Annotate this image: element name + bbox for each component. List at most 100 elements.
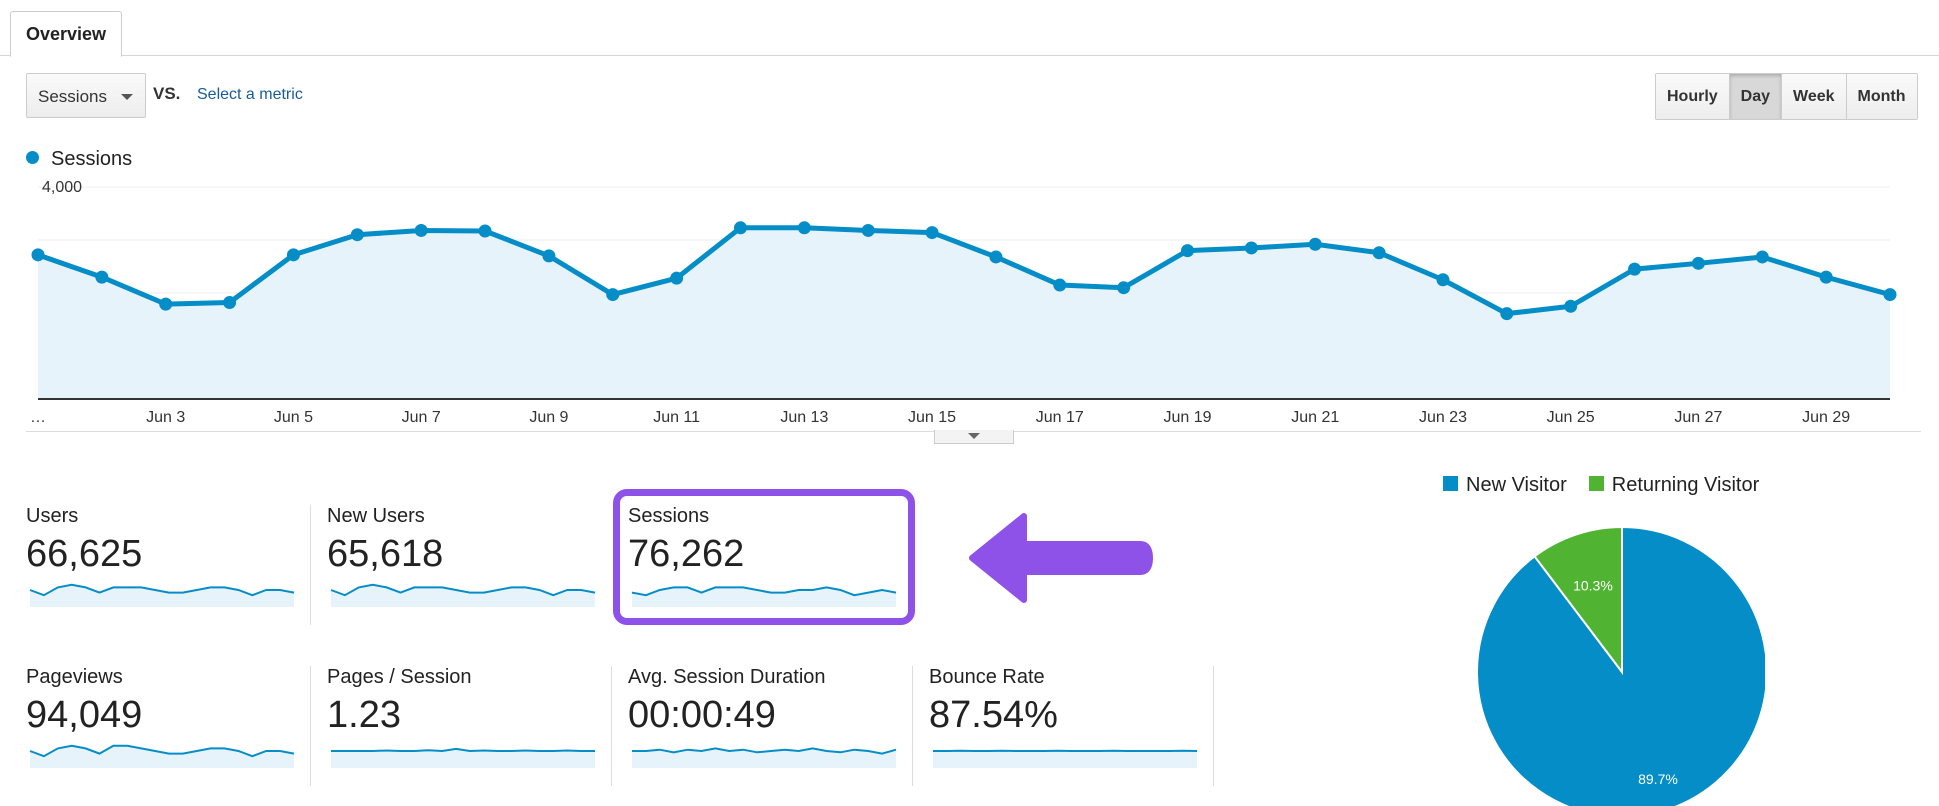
data-point[interactable] — [733, 221, 747, 235]
month-button[interactable]: Month — [1845, 74, 1917, 119]
data-point[interactable] — [1181, 244, 1195, 258]
data-point[interactable] — [1819, 270, 1833, 284]
sparkline — [29, 583, 295, 607]
data-point[interactable] — [95, 270, 109, 284]
data-point[interactable] — [797, 221, 811, 235]
x-tick-label: Jun 23 — [1419, 409, 1467, 426]
sparkline — [631, 586, 897, 607]
data-point[interactable] — [159, 297, 173, 311]
sparkline-line — [631, 586, 897, 597]
x-tick-label: Jun 9 — [529, 409, 568, 426]
stat-pageviews[interactable]: Pageviews 94,049 — [26, 666, 306, 786]
stat-separator — [1213, 666, 1214, 786]
legend-new-visitor-label: New Visitor — [1466, 474, 1567, 496]
legend-sessions: Sessions — [51, 148, 133, 170]
stat-value: 87.54% — [929, 694, 1058, 736]
data-point[interactable] — [1053, 278, 1067, 292]
data-point[interactable] — [861, 223, 875, 237]
stat-pages-session[interactable]: Pages / Session 1.23 — [327, 666, 607, 786]
sparkline-area — [331, 748, 595, 768]
select-metric-link[interactable]: Select a metric — [197, 86, 303, 103]
y-tick-label: 4,000 — [42, 179, 82, 196]
visitor-pie-chart[interactable]: 89.7% 10.3% — [1465, 520, 1765, 806]
stat-bounce-rate[interactable]: Bounce Rate 87.54% — [929, 666, 1209, 786]
data-point[interactable] — [1883, 288, 1897, 302]
data-point[interactable] — [1755, 250, 1769, 264]
pie-slice[interactable] — [1476, 525, 1765, 806]
sparkline-area — [933, 750, 1197, 768]
pie-slice-label: 89.7% — [1638, 771, 1678, 787]
data-point[interactable] — [542, 249, 556, 263]
sparkline — [29, 744, 295, 768]
data-point[interactable] — [350, 228, 364, 242]
data-point[interactable] — [606, 288, 620, 302]
data-point[interactable] — [1564, 299, 1578, 313]
hourly-button[interactable]: Hourly — [1656, 74, 1729, 119]
chevron-down-icon — [121, 94, 133, 100]
data-point[interactable] — [223, 296, 237, 310]
stat-label: Users — [26, 505, 79, 527]
sparkline-line — [632, 747, 897, 755]
data-point[interactable] — [414, 223, 428, 237]
highlight-box — [613, 489, 915, 625]
stat-separator — [310, 505, 311, 625]
stat-sessions[interactable]: Sessions 76,262 — [628, 505, 908, 625]
tab-overview[interactable]: Overview — [10, 11, 122, 57]
chart-expand-handle[interactable] — [934, 430, 1014, 444]
metric-dropdown[interactable]: Sessions — [26, 73, 146, 118]
tab-bar: Overview — [0, 0, 1939, 57]
data-point[interactable] — [31, 248, 45, 262]
sparkline-area — [30, 584, 294, 607]
x-tick-label: Jun 27 — [1674, 409, 1722, 426]
stat-value: 66,625 — [26, 533, 143, 575]
vs-label: VS. — [153, 84, 181, 103]
data-point[interactable] — [286, 248, 300, 262]
stat-label: Sessions — [628, 505, 710, 527]
week-button[interactable]: Week — [1781, 74, 1846, 119]
stat-label: Avg. Session Duration — [628, 666, 826, 688]
x-tick-label: Jun 19 — [1163, 409, 1211, 426]
stat-users[interactable]: Users 66,625 — [26, 505, 306, 625]
x-tick-label: Jun 25 — [1547, 409, 1595, 426]
sparkline-line — [331, 747, 595, 753]
legend-returning-visitor[interactable]: Returning Visitor — [1588, 474, 1759, 497]
x-tick-label: Jun 11 — [653, 409, 700, 426]
data-point[interactable] — [925, 226, 939, 240]
x-tick-label: Jun 29 — [1802, 409, 1850, 426]
stat-label: New Users — [327, 505, 425, 527]
stat-value: 76,262 — [628, 533, 745, 575]
sparkline — [933, 749, 1198, 768]
data-point[interactable] — [1436, 273, 1450, 287]
data-point[interactable] — [1244, 241, 1258, 255]
legend-new-visitor[interactable]: New Visitor — [1443, 474, 1567, 497]
data-point[interactable] — [478, 224, 492, 238]
x-tick-label: Jun 15 — [908, 409, 956, 426]
data-point[interactable] — [989, 250, 1003, 264]
data-point[interactable] — [1500, 307, 1514, 321]
stat-new-users[interactable]: New Users 65,618 — [327, 505, 607, 625]
sparkline — [331, 747, 595, 768]
pie-legend: New Visitor Returning Visitor — [1443, 474, 1759, 497]
swatch-icon — [1443, 476, 1458, 492]
data-point[interactable] — [670, 271, 684, 285]
x-tick-label: … — [30, 409, 46, 426]
data-point[interactable] — [1308, 237, 1322, 251]
data-point[interactable] — [1372, 246, 1386, 260]
x-tick-label: Jun 21 — [1291, 409, 1339, 426]
stat-value: 00:00:49 — [628, 694, 776, 736]
day-button[interactable]: Day — [1728, 74, 1782, 119]
x-tick-label: Jun 17 — [1036, 409, 1084, 426]
series-line — [37, 225, 1891, 317]
data-point[interactable] — [1691, 256, 1705, 270]
x-tick-label: Jun 3 — [146, 409, 185, 426]
data-point[interactable] — [1628, 262, 1642, 276]
sparkline — [330, 583, 596, 607]
pie-slice[interactable] — [1533, 525, 1623, 675]
data-point[interactable] — [1117, 281, 1131, 295]
sparkline-line — [330, 583, 596, 597]
stat-avg-session-duration[interactable]: Avg. Session Duration 00:00:49 — [628, 666, 908, 786]
stat-separator — [310, 666, 311, 786]
stat-value: 1.23 — [327, 694, 401, 736]
stat-value: 65,618 — [327, 533, 444, 575]
